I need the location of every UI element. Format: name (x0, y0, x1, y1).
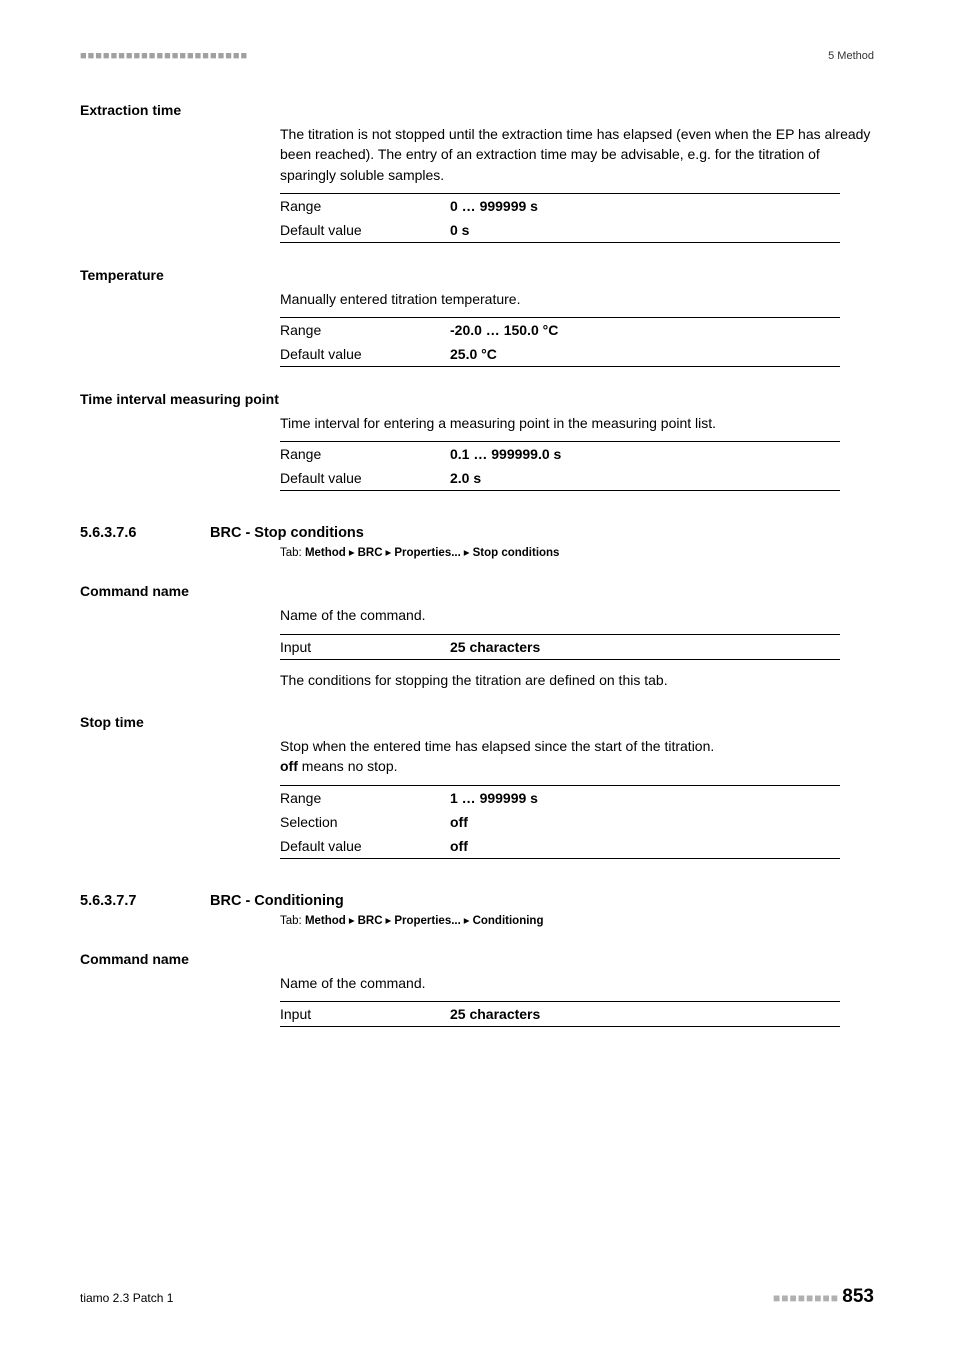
temperature-table: Range -20.0 … 150.0 °C Default value 25.… (280, 317, 840, 367)
command-name-description: Name of the command. (280, 605, 874, 625)
header-dots-left: ■■■■■■■■■■■■■■■■■■■■■■ (80, 50, 248, 62)
default-label: Default value (280, 342, 450, 367)
input-label: Input (280, 1001, 450, 1026)
command-name-heading: Command name (80, 951, 874, 967)
tab-part: BRC (358, 915, 383, 927)
time-interval-table: Range 0.1 … 999999.0 s Default value 2.0… (280, 441, 840, 491)
stop-time-description: Stop when the entered time has elapsed s… (280, 736, 874, 777)
default-label: Default value (280, 466, 450, 491)
stop-conditions-subsection: 5.6.3.7.6 BRC - Stop conditions (80, 525, 874, 541)
input-value: 25 characters (450, 634, 840, 659)
selection-label: Selection (280, 810, 450, 834)
input-label: Input (280, 634, 450, 659)
extraction-time-heading: Extraction time (80, 102, 874, 118)
subsection-title: BRC - Stop conditions (210, 525, 364, 541)
command-name-note: The conditions for stopping the titratio… (280, 670, 874, 690)
subsection-title: BRC - Conditioning (210, 893, 344, 909)
chevron-right-icon: ▸ (386, 545, 392, 559)
stop-time-table: Range 1 … 999999 s Selection off Default… (280, 785, 840, 859)
default-label: Default value (280, 834, 450, 859)
extraction-time-description: The titration is not stopped until the e… (280, 124, 874, 185)
subsection-number: 5.6.3.7.6 (80, 525, 210, 541)
chevron-right-icon: ▸ (386, 913, 392, 927)
default-value: off (450, 834, 840, 859)
tab-part: Method (305, 915, 346, 927)
chevron-right-icon: ▸ (464, 545, 470, 559)
range-label: Range (280, 193, 450, 218)
stop-time-heading: Stop time (80, 714, 874, 730)
page-header: ■■■■■■■■■■■■■■■■■■■■■■ 5 Method (80, 50, 874, 62)
tab-part: Properties... (394, 915, 460, 927)
tab-prefix: Tab: (280, 915, 302, 927)
tab-part: BRC (358, 547, 383, 559)
range-value: -20.0 … 150.0 °C (450, 318, 840, 343)
command-name-heading: Command name (80, 583, 874, 599)
tab-part: Conditioning (473, 915, 544, 927)
chevron-right-icon: ▸ (349, 913, 355, 927)
range-value: 1 … 999999 s (450, 785, 840, 810)
tab-prefix: Tab: (280, 547, 302, 559)
chevron-right-icon: ▸ (464, 913, 470, 927)
range-value: 0 … 999999 s (450, 193, 840, 218)
conditioning-subsection: 5.6.3.7.7 BRC - Conditioning (80, 893, 874, 909)
command-name-table: Input 25 characters (280, 634, 840, 660)
footer-left: tiamo 2.3 Patch 1 (80, 1291, 173, 1305)
footer-dots: ■■■■■■■■ (773, 1291, 839, 1305)
range-value: 0.1 … 999999.0 s (450, 442, 840, 467)
stop-time-desc-bold: off (280, 758, 298, 774)
range-label: Range (280, 442, 450, 467)
command-name-table: Input 25 characters (280, 1001, 840, 1027)
range-label: Range (280, 785, 450, 810)
temperature-description: Manually entered titration temperature. (280, 289, 874, 309)
time-interval-heading: Time interval measuring point (80, 391, 874, 407)
input-value: 25 characters (450, 1001, 840, 1026)
time-interval-description: Time interval for entering a measuring p… (280, 413, 874, 433)
tab-part: Method (305, 547, 346, 559)
footer-right: ■■■■■■■■ 853 (773, 1286, 874, 1308)
extraction-time-table: Range 0 … 999999 s Default value 0 s (280, 193, 840, 243)
header-chapter-label: 5 Method (828, 50, 874, 62)
temperature-heading: Temperature (80, 267, 874, 283)
default-value: 2.0 s (450, 466, 840, 491)
tab-part: Properties... (394, 547, 460, 559)
page-number: 853 (842, 1286, 874, 1307)
stop-time-desc-a: Stop when the entered time has elapsed s… (280, 738, 714, 754)
chevron-right-icon: ▸ (349, 545, 355, 559)
selection-value: off (450, 810, 840, 834)
default-label: Default value (280, 218, 450, 243)
stop-conditions-tab-path: Tab: Method▸BRC▸Properties...▸Stop condi… (280, 545, 874, 559)
conditioning-tab-path: Tab: Method▸BRC▸Properties...▸Conditioni… (280, 913, 874, 927)
default-value: 25.0 °C (450, 342, 840, 367)
range-label: Range (280, 318, 450, 343)
command-name-description: Name of the command. (280, 973, 874, 993)
subsection-number: 5.6.3.7.7 (80, 893, 210, 909)
page-container: ■■■■■■■■■■■■■■■■■■■■■■ 5 Method Extracti… (0, 0, 954, 1350)
default-value: 0 s (450, 218, 840, 243)
page-footer: tiamo 2.3 Patch 1 ■■■■■■■■ 853 (80, 1286, 874, 1308)
stop-time-desc-rest: means no stop. (298, 758, 398, 774)
tab-part: Stop conditions (473, 547, 560, 559)
